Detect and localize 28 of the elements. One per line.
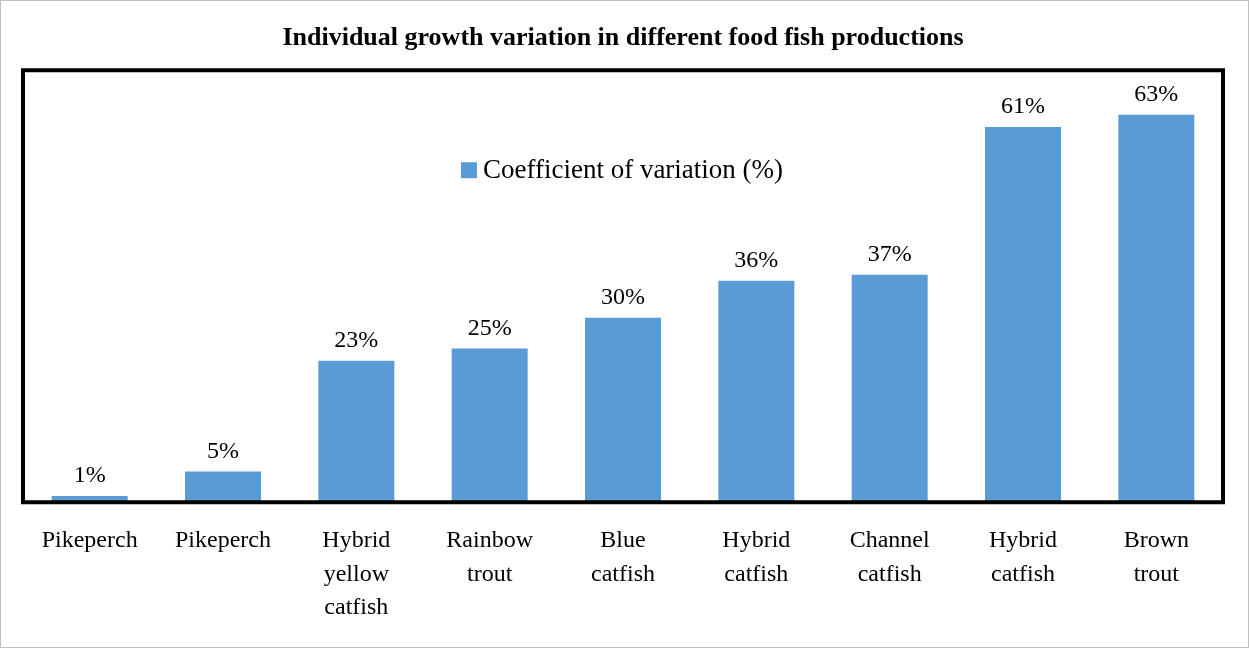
- bar: [851, 274, 928, 503]
- data-label: 37%: [867, 239, 912, 266]
- chart-title: Individual growth variation in different food fish productions: [282, 22, 964, 52]
- x-tick-label: Hybrid yellow catfish: [322, 526, 391, 620]
- legend-label: Coefficient of variation (%): [482, 154, 784, 185]
- x-tick-label: Pikeperch: [41, 526, 138, 553]
- x-tick-label: Channel catfish: [849, 526, 930, 586]
- data-label: 1%: [73, 461, 106, 488]
- data-label: 30%: [601, 283, 645, 309]
- x-tick-label: Blue catfish: [591, 526, 655, 586]
- x-tick-label: Pikeperch: [175, 526, 271, 553]
- bar: [451, 348, 528, 503]
- data-label: 23%: [334, 326, 379, 353]
- data-label: 61%: [1001, 92, 1045, 119]
- x-tick-label: Brown trout: [1123, 526, 1190, 586]
- x-tick-label: Hybrid catfish: [989, 526, 1057, 586]
- data-label: 5%: [207, 436, 239, 463]
- x-tick-label: Hybrid catfish: [722, 526, 791, 586]
- data-label: 63%: [1134, 80, 1179, 107]
- data-label: 25%: [467, 313, 512, 340]
- bar: [985, 127, 1061, 503]
- data-label: 36%: [734, 246, 779, 273]
- bar: [1118, 114, 1195, 503]
- bar: [585, 317, 661, 503]
- bar: [718, 280, 795, 503]
- x-tick-label: Rainbow trout: [446, 526, 534, 586]
- bar: [185, 471, 261, 503]
- bar: [318, 360, 395, 503]
